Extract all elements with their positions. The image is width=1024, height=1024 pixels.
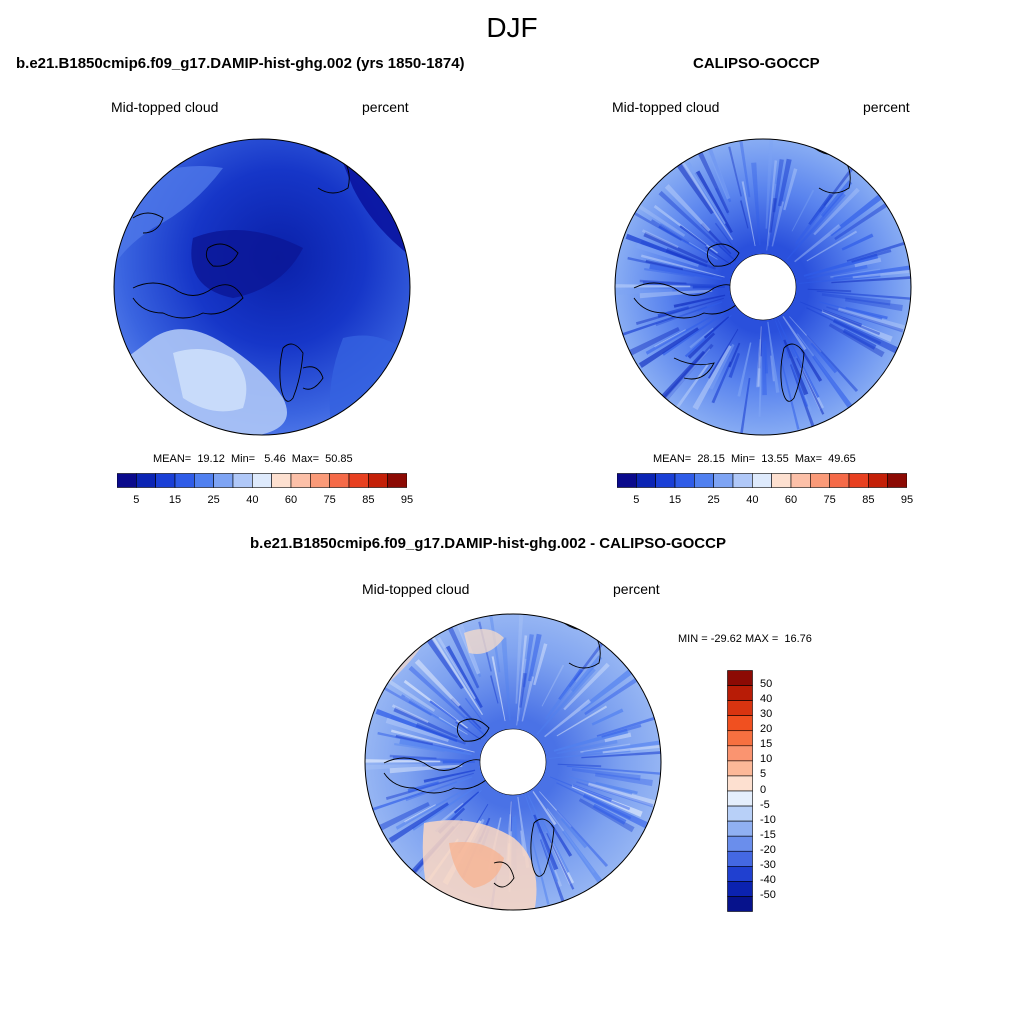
colorbar-swatch: [727, 745, 753, 762]
panel-2-colorbar-labels: 5 15 25 40 60 75 85 95: [617, 494, 913, 508]
colorbar-tick-label: -5: [760, 798, 770, 811]
colorbar-swatch: [727, 775, 753, 792]
panel-1-title: b.e21.B1850cmip6.f09_g17.DAMIP-hist-ghg.…: [16, 55, 465, 72]
colorbar-swatch: [136, 473, 156, 488]
colorbar-swatch: [252, 473, 272, 488]
colorbar-swatch: [727, 896, 753, 912]
colorbar-tick-label: 5: [633, 494, 640, 506]
colorbar-swatch: [727, 805, 753, 822]
main-title: DJF: [486, 12, 538, 43]
colorbar-tick-label: 15: [760, 738, 773, 751]
colorbar-tick-label: 0: [760, 783, 767, 796]
colorbar-swatch: [727, 866, 753, 882]
colorbar-swatch: [155, 473, 176, 488]
colorbar-swatch: [868, 473, 888, 488]
panel-3-colorbar-labels: 50 40 30 20 15 10 5 0 -5 -10 -15 -20 -30 -40 -50: [760, 670, 800, 912]
colorbar-swatch: [271, 473, 292, 488]
colorbar-tick-label: 85: [362, 494, 375, 506]
colorbar-swatch: [368, 473, 388, 488]
colorbar-swatch: [727, 760, 753, 777]
colorbar-swatch: [174, 473, 195, 488]
colorbar-tick-label: 85: [862, 494, 875, 506]
colorbar-tick-label: 30: [760, 708, 773, 721]
panel-3-polar-map: [364, 613, 662, 911]
panel-2-variable-label: Mid-topped cloud: [612, 99, 720, 115]
panel-1-colorbar-labels: 5 15 25 40 60 75 85 95: [117, 494, 413, 508]
colorbar-swatch: [790, 473, 811, 488]
colorbar-swatch: [732, 473, 753, 488]
colorbar-swatch: [727, 685, 753, 701]
colorbar-tick-label: -30: [760, 858, 776, 871]
panel-2-colorbar: [617, 473, 907, 488]
colorbar-tick-label: -50: [760, 888, 776, 901]
colorbar-swatch: [810, 473, 830, 488]
colorbar-tick-label: 95: [900, 494, 914, 506]
colorbar-swatch: [387, 473, 407, 488]
colorbar-swatch: [194, 473, 214, 488]
colorbar-tick-label: -20: [760, 843, 776, 856]
colorbar-swatch: [829, 473, 850, 488]
colorbar-swatch: [727, 835, 753, 852]
panel-1-polar-map: [113, 138, 411, 436]
colorbar-swatch: [674, 473, 695, 488]
colorbar-tick-label: 5: [133, 494, 140, 506]
colorbar-tick-label: -40: [760, 873, 776, 886]
colorbar-swatch: [117, 473, 137, 488]
colorbar-tick-label: 25: [707, 494, 720, 506]
colorbar-tick-label: -15: [760, 828, 776, 841]
colorbar-swatch: [727, 715, 753, 732]
colorbar-swatch: [655, 473, 676, 488]
colorbar-swatch: [771, 473, 792, 488]
panel-3-units-label: percent: [613, 581, 660, 597]
colorbar-swatch: [727, 790, 753, 807]
colorbar-tick-label: 40: [746, 494, 759, 506]
colorbar-swatch: [752, 473, 772, 488]
colorbar-swatch: [290, 473, 311, 488]
colorbar-tick-label: 60: [284, 494, 298, 506]
panel-1-variable-label: Mid-topped cloud: [111, 99, 219, 115]
panel-1-units-label: percent: [362, 99, 409, 115]
colorbar-swatch: [887, 473, 907, 488]
colorbar-swatch: [348, 473, 369, 488]
colorbar-tick-label: 75: [823, 494, 836, 506]
panel-2-title: CALIPSO-GOCCP: [693, 55, 820, 72]
colorbar-swatch: [213, 473, 234, 488]
colorbar-tick-label: 5: [760, 768, 767, 781]
colorbar-tick-label: 40: [246, 494, 259, 506]
colorbar-tick-label: 50: [760, 678, 773, 691]
panel-3-title: b.e21.B1850cmip6.f09_g17.DAMIP-hist-ghg.…: [250, 535, 726, 552]
panel-1-colorbar: [117, 473, 407, 488]
colorbar-swatch: [727, 730, 753, 747]
panel-2-stats: MEAN= 28.15 Min= 13.55 Max= 49.65: [653, 453, 856, 465]
colorbar-swatch: [713, 473, 734, 488]
colorbar-swatch: [848, 473, 869, 488]
colorbar-tick-label: 15: [168, 494, 182, 506]
colorbar-tick-label: 40: [760, 693, 773, 706]
colorbar-tick-label: 75: [323, 494, 336, 506]
panel-3-variable-label: Mid-topped cloud: [362, 581, 470, 597]
colorbar-swatch: [636, 473, 656, 488]
colorbar-tick-label: 60: [784, 494, 798, 506]
colorbar-tick-label: 25: [207, 494, 220, 506]
colorbar-tick-label: 20: [760, 723, 773, 736]
colorbar-tick-label: 15: [668, 494, 682, 506]
colorbar-tick-label: 10: [760, 753, 773, 766]
colorbar-swatch: [727, 881, 753, 897]
panel-2-polar-map: [614, 138, 912, 436]
colorbar-swatch: [694, 473, 714, 488]
colorbar-swatch: [232, 473, 253, 488]
colorbar-tick-label: 95: [400, 494, 414, 506]
colorbar-swatch: [329, 473, 350, 488]
colorbar-swatch: [727, 850, 753, 867]
colorbar-swatch: [727, 670, 753, 686]
panel-1-stats: MEAN= 19.12 Min= 5.46 Max= 50.85: [153, 453, 353, 465]
colorbar-swatch: [617, 473, 637, 488]
colorbar-swatch: [727, 820, 753, 837]
colorbar-swatch: [727, 700, 753, 716]
colorbar-swatch: [310, 473, 330, 488]
panel-3-stats: MIN = -29.62 MAX = 16.76: [678, 633, 812, 645]
colorbar-tick-label: -10: [760, 813, 776, 826]
panel-2-units-label: percent: [863, 99, 910, 115]
panel-3-colorbar: [727, 670, 753, 912]
